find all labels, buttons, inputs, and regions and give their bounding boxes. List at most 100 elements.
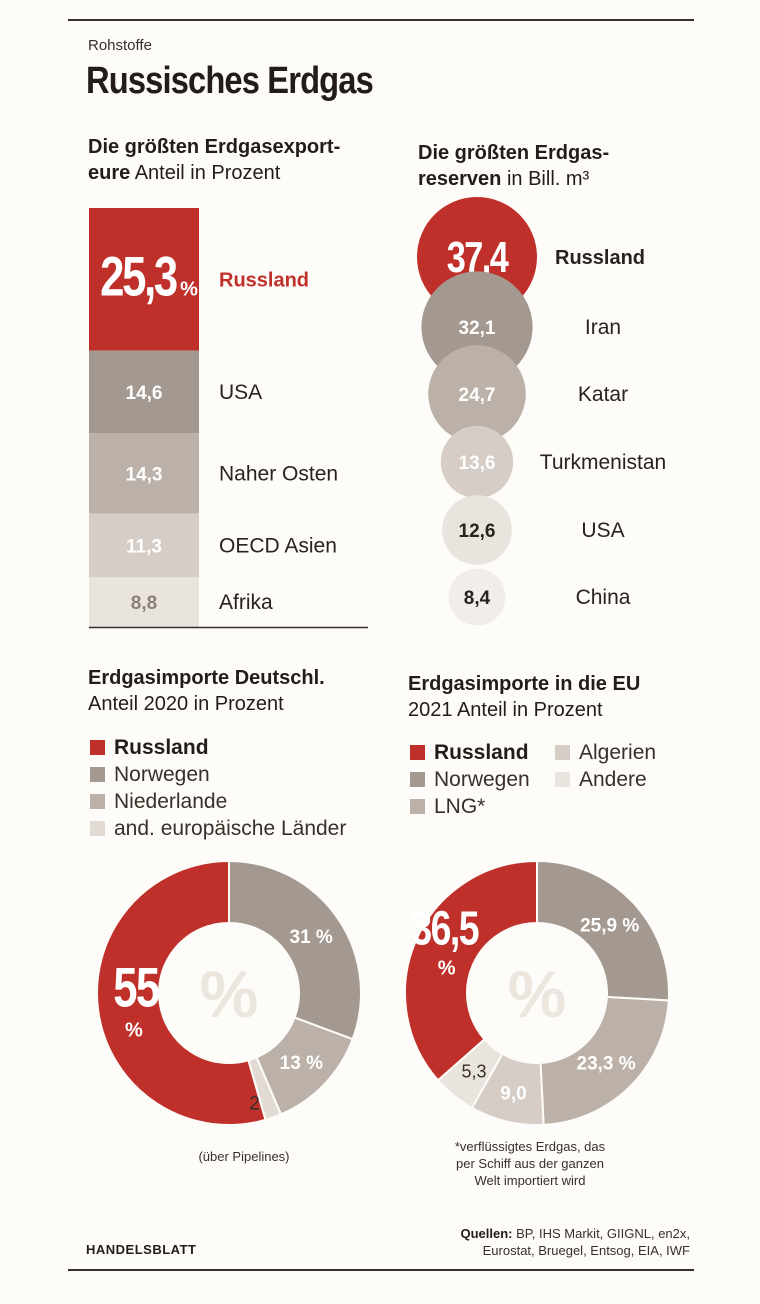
exporter-label-naher-osten: Naher Osten bbox=[219, 462, 338, 485]
legend-label: Algerien bbox=[579, 741, 657, 764]
eu-legend-algerien: Algerien bbox=[555, 740, 656, 766]
eu-footnote: *verflüssigtes Erdgas, das per Schiff au… bbox=[420, 1138, 640, 1189]
eu-legend-russland: Russland bbox=[410, 740, 529, 766]
eu-title: Erdgasimporte in die EU bbox=[408, 673, 641, 695]
eu-center-symbol: % bbox=[508, 957, 567, 1031]
reserves-title-line1: Die größten Erdgas- bbox=[418, 142, 610, 164]
reserve-value-usa: 12,6 bbox=[459, 521, 496, 542]
exporters-title-line1: Die größten Erdgasexport- bbox=[88, 136, 341, 158]
legend-label: Russland bbox=[434, 741, 529, 764]
exporter-bar-naher-osten bbox=[89, 433, 199, 514]
exporter-bar-afrika bbox=[89, 577, 199, 627]
germany-slice-norwegen bbox=[228, 859, 362, 1041]
eu-legend-norwegen: Norwegen bbox=[410, 767, 530, 793]
eu-slice-norwegen bbox=[536, 859, 670, 1002]
reserve-label-iran: Iran bbox=[585, 316, 621, 339]
eu-footnote-line3: Welt importiert wird bbox=[474, 1173, 586, 1188]
sources-label: Quellen: bbox=[460, 1226, 513, 1241]
eu-legend-andere: Andere bbox=[555, 767, 647, 793]
eu-title-block: Erdgasimporte in die EU 2021 Anteil in P… bbox=[408, 671, 640, 723]
exporter-bar-oecd-asien bbox=[89, 513, 199, 578]
legend-swatch bbox=[410, 745, 425, 760]
eu-footnote-line1: *verflüssigtes Erdgas, das bbox=[454, 1139, 606, 1154]
legend-label: Norwegen bbox=[434, 768, 530, 791]
exporters-chart: 25,3% Russland 14,6 USA 14,3 Naher Osten 11,3 O… bbox=[89, 208, 368, 629]
bottom-rule bbox=[68, 1269, 694, 1271]
germany-title-block: Erdgasimporte Deutschl. Anteil 2020 in P… bbox=[88, 665, 325, 717]
sources: Quellen: BP, IHS Markit, GIIGNL, en2x, E… bbox=[460, 1225, 690, 1259]
legend-swatch bbox=[410, 799, 425, 814]
exporters-title: Die größten Erdgasexport- eure Anteil in… bbox=[88, 134, 388, 186]
reserve-label-katar: Katar bbox=[578, 383, 628, 406]
legend-swatch bbox=[90, 821, 105, 836]
legend-label: Norwegen bbox=[114, 763, 210, 786]
eu-subtitle: 2021 Anteil in Prozent bbox=[408, 699, 603, 721]
germany-legend-norwegen: Norwegen bbox=[90, 762, 210, 788]
exporter-label-usa: USA bbox=[219, 381, 262, 404]
eu-slice-russland bbox=[404, 859, 538, 1082]
exporters-title-line2: eure bbox=[88, 162, 131, 184]
reserves-title-line2: reserven bbox=[418, 168, 502, 190]
exporter-label-afrika: Afrika bbox=[219, 591, 273, 614]
legend-swatch bbox=[90, 767, 105, 782]
exporter-value-naher-osten: 14,3 bbox=[126, 464, 163, 485]
legend-swatch bbox=[555, 745, 570, 760]
exporter-bar-russland bbox=[89, 208, 199, 351]
exporter-unit-russland: % bbox=[180, 278, 198, 300]
legend-label: Russland bbox=[114, 736, 209, 759]
reserve-value-china: 8,4 bbox=[464, 588, 491, 609]
germany-label-russland: 55 bbox=[113, 956, 159, 1018]
reserve-label-china: China bbox=[576, 586, 631, 609]
eu-legend-lng: LNG* bbox=[410, 794, 485, 820]
exporter-bar-usa bbox=[89, 350, 199, 434]
reserves-title-unit: in Bill. m³ bbox=[506, 168, 590, 190]
reserve-bubble-usa bbox=[442, 495, 512, 565]
exporter-value-usa: 14,6 bbox=[126, 383, 163, 404]
legend-swatch bbox=[90, 740, 105, 755]
publisher-brand: HANDELSBLATT bbox=[86, 1242, 197, 1257]
eu-label-lng: 23,3 % bbox=[577, 1054, 636, 1075]
germany-note: (über Pipelines) bbox=[198, 1149, 290, 1164]
exporter-value-oecd-asien: 11,3 bbox=[126, 537, 162, 558]
kicker: Rohstoffe bbox=[88, 37, 152, 54]
reserve-label-turkmenistan: Turkmenistan bbox=[540, 451, 666, 474]
eu-label-andere: 5,3 bbox=[461, 1062, 486, 1082]
germany-unit-russland: % bbox=[125, 1019, 143, 1041]
legend-label: and. europäische Länder bbox=[114, 817, 347, 840]
germany-legend-russland: Russland bbox=[90, 735, 209, 761]
reserve-value-turkmenistan: 13,6 bbox=[459, 453, 496, 474]
germany-center-symbol: % bbox=[200, 957, 259, 1031]
legend-label: Andere bbox=[579, 768, 647, 791]
reserve-label-russland: Russland bbox=[555, 247, 645, 269]
reserve-value-iran: 32,1 bbox=[459, 318, 496, 339]
exporter-label-russland: Russland bbox=[219, 269, 309, 291]
germany-legend-niederlande: Niederlande bbox=[90, 789, 227, 815]
eu-label-algerien: 9,0 bbox=[500, 1083, 526, 1104]
reserve-value-katar: 24,7 bbox=[459, 385, 496, 406]
legend-swatch bbox=[410, 772, 425, 787]
eu-slice-lng bbox=[539, 995, 670, 1126]
legend-label: Niederlande bbox=[114, 790, 228, 813]
exporter-value-afrika: 8,8 bbox=[131, 593, 157, 614]
reserve-bubble-katar bbox=[428, 345, 526, 443]
reserve-label-usa: USA bbox=[581, 519, 624, 542]
eu-footnote-line2: per Schiff aus der ganzen bbox=[456, 1156, 604, 1171]
germany-legend-andere: and. europäische Länder bbox=[90, 816, 346, 842]
top-rule bbox=[68, 19, 694, 21]
legend-label: LNG* bbox=[434, 795, 486, 818]
donut-charts: %55%31 %13 %2%36,5%25,9 %23,3 %9,05,3 bbox=[95, 859, 670, 1126]
reserve-bubble-turkmenistan bbox=[440, 425, 514, 499]
exporter-value-russland: 25,3 bbox=[100, 245, 177, 307]
reserves-title: Die größten Erdgas- reserven in Bill. m³ bbox=[418, 140, 678, 192]
exporter-label-oecd-asien: OECD Asien bbox=[219, 535, 337, 558]
sources-line1: BP, IHS Markit, GIIGNL, en2x, bbox=[516, 1226, 690, 1241]
exporters-title-unit: Anteil in Prozent bbox=[134, 162, 281, 184]
reserve-bubble-china bbox=[448, 568, 506, 626]
sources-line2: Eurostat, Bruegel, Entsog, EIA, IWF bbox=[482, 1243, 690, 1258]
germany-slice-russland bbox=[95, 859, 267, 1126]
legend-swatch bbox=[90, 794, 105, 809]
eu-label-norwegen: 25,9 % bbox=[580, 915, 639, 936]
germany-label-and-europ-ische-l-nder: 2 bbox=[249, 1094, 260, 1115]
germany-label-norwegen: 31 % bbox=[290, 927, 333, 948]
